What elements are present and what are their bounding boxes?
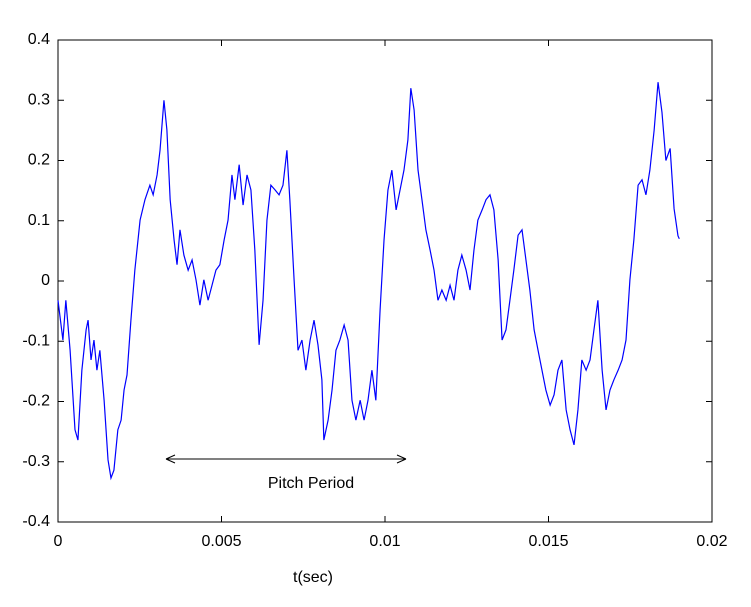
y-tick-label: -0.1 [22, 332, 50, 349]
x-tick-label: 0 [54, 533, 63, 550]
y-tick-label: -0.3 [22, 453, 50, 470]
y-tick-label: 0.3 [28, 91, 50, 108]
x-tick-label: 0.015 [528, 533, 568, 550]
y-tick-label: 0 [41, 272, 50, 289]
y-tick-label: -0.2 [22, 393, 50, 410]
y-tick-label: 0.4 [28, 31, 50, 48]
waveform [57, 82, 680, 481]
arrow-heads [165, 454, 407, 464]
plot-box [57, 39, 713, 523]
y-tick-label: 0.2 [28, 152, 50, 169]
y-tick-label: -0.4 [22, 513, 50, 530]
annotation-text: Pitch Period [268, 475, 354, 492]
x-axis-label: t(sec) [293, 569, 333, 586]
y-tick-label: 0.1 [28, 212, 50, 229]
x-tick-label: 0.01 [369, 533, 400, 550]
x-tick-label: 0.02 [696, 533, 727, 550]
x-tick-label: 0.005 [201, 533, 241, 550]
